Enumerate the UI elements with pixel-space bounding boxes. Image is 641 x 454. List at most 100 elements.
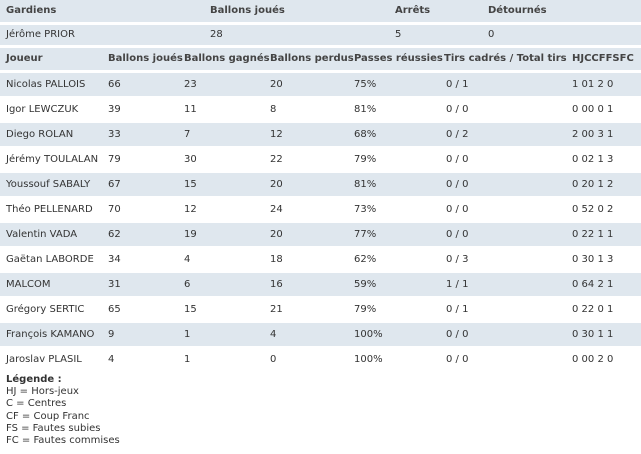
player-tirs: 0 / 1 — [446, 79, 469, 90]
player-name: Nicolas PALLOIS — [6, 79, 86, 90]
player-hj-c-cf-fs-fc: 2 00 3 1 — [572, 129, 614, 140]
player-ballons-gagnes: 1 — [184, 329, 191, 340]
player-passes-reussies: 81% — [354, 104, 377, 115]
player-ballons-joues: 66 — [108, 79, 121, 90]
player-ballons-gagnes: 4 — [184, 254, 191, 265]
player-ballons-joues: 62 — [108, 229, 121, 240]
player-ballons-perdus: 20 — [270, 79, 283, 90]
legend-item-fc: FC = Fautes commises — [6, 435, 120, 447]
player-tirs: 0 / 0 — [446, 179, 469, 190]
goalkeepers-header-row: Gardiens Ballons joués Arrêts Détournés — [0, 0, 641, 22]
player-ballons-joues: 31 — [108, 279, 121, 290]
table-row: Nicolas PALLOIS 66 23 20 75% 0 / 1 1 01 2 0 — [0, 73, 641, 96]
legend-item-c: C = Centres — [6, 398, 67, 410]
table-row: Jaroslav PLASIL 4 1 0 100% 0 / 0 0 00 2 0 — [0, 348, 641, 371]
player-name: Jérémy TOULALAN — [6, 154, 99, 165]
player-name: Jaroslav PLASIL — [6, 354, 82, 365]
col-ballons-joues: Ballons joués — [108, 53, 183, 64]
player-tirs: 0 / 2 — [446, 129, 469, 140]
goalkeeper-name: Jérôme PRIOR — [6, 29, 75, 40]
player-tirs: 1 / 1 — [446, 279, 469, 290]
player-hj-c-cf-fs-fc: 0 52 0 2 — [572, 204, 614, 215]
goalkeeper-ballons-joues: 28 — [210, 29, 223, 40]
player-ballons-joues: 9 — [108, 329, 115, 340]
player-passes-reussies: 59% — [354, 279, 377, 290]
player-tirs: 0 / 0 — [446, 204, 469, 215]
player-ballons-joues: 4 — [108, 354, 115, 365]
table-row: Gaëtan LABORDE 34 4 18 62% 0 / 3 0 30 1 3 — [0, 248, 641, 271]
player-ballons-gagnes: 30 — [184, 154, 197, 165]
gk-col-ballons-joues: Ballons joués — [210, 5, 285, 16]
player-ballons-gagnes: 6 — [184, 279, 191, 290]
player-ballons-perdus: 16 — [270, 279, 283, 290]
player-ballons-perdus: 0 — [270, 354, 277, 365]
col-tirs: Tirs cadrés / Total tirs — [444, 53, 567, 64]
player-passes-reussies: 100% — [354, 354, 383, 365]
goalkeeper-arrets: 5 — [395, 29, 402, 40]
col-hj-c-cf-fs-fc: HJCCFFSFC — [572, 53, 634, 64]
player-ballons-gagnes: 12 — [184, 204, 197, 215]
player-tirs: 0 / 0 — [446, 354, 469, 365]
player-name: Théo PELLENARD — [6, 204, 93, 215]
table-row: Youssouf SABALY 67 15 20 81% 0 / 0 0 20 1 2 — [0, 173, 641, 196]
player-ballons-gagnes: 15 — [184, 304, 197, 315]
player-ballons-joues: 33 — [108, 129, 121, 140]
player-tirs: 0 / 0 — [446, 229, 469, 240]
player-tirs: 0 / 3 — [446, 254, 469, 265]
player-hj-c-cf-fs-fc: 0 00 2 0 — [572, 354, 614, 365]
table-row: Diego ROLAN 33 7 12 68% 0 / 2 2 00 3 1 — [0, 123, 641, 146]
goalkeeper-row: Jérôme PRIOR 28 5 0 — [0, 25, 641, 45]
player-name: François KAMANO — [6, 329, 95, 340]
col-passes-reussies: Passes réussies — [354, 53, 443, 64]
player-ballons-perdus: 8 — [270, 104, 277, 115]
player-hj-c-cf-fs-fc: 0 30 1 3 — [572, 254, 614, 265]
player-passes-reussies: 73% — [354, 204, 377, 215]
table-row: Jérémy TOULALAN 79 30 22 79% 0 / 0 0 02 1 3 — [0, 148, 641, 171]
player-passes-reussies: 62% — [354, 254, 377, 265]
player-passes-reussies: 68% — [354, 129, 377, 140]
player-name: Youssouf SABALY — [6, 179, 91, 190]
player-hj-c-cf-fs-fc: 0 22 0 1 — [572, 304, 614, 315]
legend-item-fs: FS = Fautes subies — [6, 422, 101, 434]
players-header-row: Joueur Ballons joués Ballons gagnés Ball… — [0, 48, 641, 70]
col-joueur: Joueur — [6, 53, 43, 64]
player-passes-reussies: 75% — [354, 79, 377, 90]
legend-item-hj: HJ = Hors-jeux — [6, 386, 79, 398]
legend-title: Légende : — [6, 374, 62, 385]
table-row: François KAMANO 9 1 4 100% 0 / 0 0 30 1 1 — [0, 323, 641, 346]
player-ballons-gagnes: 23 — [184, 79, 197, 90]
player-ballons-joues: 65 — [108, 304, 121, 315]
player-ballons-gagnes: 1 — [184, 354, 191, 365]
col-ballons-gagnes: Ballons gagnés — [184, 53, 270, 64]
player-ballons-joues: 34 — [108, 254, 121, 265]
player-passes-reussies: 77% — [354, 229, 377, 240]
legend-item-cf: CF = Coup Franc — [6, 410, 90, 422]
player-name: MALCOM — [6, 279, 51, 290]
player-name: Diego ROLAN — [6, 129, 74, 140]
player-ballons-perdus: 21 — [270, 304, 283, 315]
player-ballons-perdus: 18 — [270, 254, 283, 265]
player-name: Valentin VADA — [6, 229, 78, 240]
player-hj-c-cf-fs-fc: 0 02 1 3 — [572, 154, 614, 165]
player-passes-reussies: 81% — [354, 179, 377, 190]
player-ballons-perdus: 20 — [270, 179, 283, 190]
player-tirs: 0 / 0 — [446, 329, 469, 340]
player-ballons-gagnes: 11 — [184, 104, 197, 115]
player-ballons-perdus: 22 — [270, 154, 283, 165]
gk-col-detournes: Détournés — [488, 5, 547, 16]
table-row: Valentin VADA 62 19 20 77% 0 / 0 0 22 1 1 — [0, 223, 641, 246]
player-ballons-joues: 39 — [108, 104, 121, 115]
player-ballons-joues: 67 — [108, 179, 121, 190]
player-ballons-perdus: 12 — [270, 129, 283, 140]
col-ballons-perdus: Ballons perdus — [270, 53, 354, 64]
player-tirs: 0 / 0 — [446, 104, 469, 115]
table-row: Igor LEWCZUK 39 11 8 81% 0 / 0 0 00 0 1 — [0, 98, 641, 121]
player-ballons-gagnes: 7 — [184, 129, 191, 140]
goalkeeper-detournes: 0 — [488, 29, 495, 40]
player-hj-c-cf-fs-fc: 0 64 2 1 — [572, 279, 614, 290]
player-tirs: 0 / 1 — [446, 304, 469, 315]
player-hj-c-cf-fs-fc: 0 30 1 1 — [572, 329, 614, 340]
player-ballons-perdus: 4 — [270, 329, 277, 340]
player-tirs: 0 / 0 — [446, 154, 469, 165]
